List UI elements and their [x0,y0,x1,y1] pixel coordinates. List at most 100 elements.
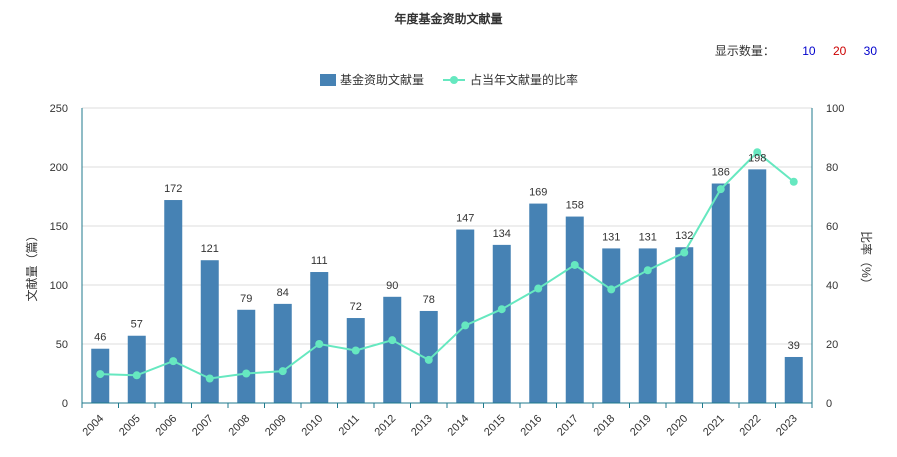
ratio-line [100,150,795,380]
ratio-point-2017[interactable] [570,260,579,269]
x-tick-label-2010: 2010 [300,413,326,439]
bar-2007[interactable] [200,260,219,403]
bar-2015[interactable] [492,244,511,403]
count-option-10[interactable]: 10 [802,44,816,58]
y2-tick-label: 20 [826,339,838,351]
ratio-point-2011[interactable] [351,346,360,355]
data-label-2005: 57 [131,319,143,331]
bar-2019[interactable] [638,248,657,403]
data-label-2006: 172 [164,183,182,195]
x-tick-label-2018: 2018 [592,413,618,439]
y2-tick-label: 80 [826,162,838,174]
bar-2018[interactable] [602,248,621,403]
x-tick-label-2007: 2007 [190,413,216,439]
data-label-2008: 79 [240,293,252,305]
ratio-point-2023[interactable] [789,177,798,186]
data-label-2022: 198 [748,152,766,164]
count-selector-label: 显示数量： [714,44,775,58]
y-tick-label: 150 [50,221,68,233]
data-label-2017: 158 [566,200,584,212]
count-selector: 显示数量： 10 20 30 [715,42,877,59]
ratio-point-2021[interactable] [716,185,725,194]
x-tick-label-2014: 2014 [446,413,472,439]
ratio-point-2004[interactable] [96,370,105,379]
y2-axis-title: 比率（%） [859,231,874,290]
data-label-2018: 131 [602,231,620,243]
bar-2010[interactable] [310,272,329,403]
bar-2021[interactable] [711,183,730,403]
ratio-point-2016[interactable] [534,284,543,293]
data-label-2004: 46 [94,332,106,344]
ratio-point-2020[interactable] [680,248,689,257]
ratio-point-2022[interactable] [753,148,762,157]
x-tick-label-2021: 2021 [701,413,727,439]
legend: 基金资助文献量 占当年文献量的比率 [320,72,578,87]
ratio-point-2015[interactable] [497,305,506,314]
bar-2023[interactable] [784,356,803,403]
data-label-2014: 147 [456,213,474,225]
y2-tick-label: 40 [826,280,838,292]
bar-2011[interactable] [346,318,365,403]
bar-2008[interactable] [237,309,256,403]
y2-tick-label: 0 [826,398,832,410]
bar-2017[interactable] [565,216,584,403]
labels: 46 57 172 121 79 84 111 72 90 78 147 134 169 158 131 13… [94,152,800,352]
x-tick-label-2016: 2016 [519,413,545,439]
x-tick-label-2006: 2006 [154,413,180,439]
y-tick-label: 50 [56,339,68,351]
grid [82,107,812,345]
ratio-point-2010[interactable] [315,340,324,348]
legend-line-marker [450,76,458,84]
count-option-30[interactable]: 30 [863,44,877,58]
bar-2016[interactable] [529,203,548,403]
legend-bar-swatch [320,74,336,86]
bar-2020[interactable] [675,247,694,403]
x-tick-label-2023: 2023 [774,413,800,439]
data-label-2019: 131 [639,231,657,243]
x-tick-label-2011: 2011 [337,413,362,438]
y-tick-label: 250 [50,103,68,115]
bar-2005[interactable] [127,335,146,403]
ratio-point-2019[interactable] [643,266,652,275]
ratio-point-2014[interactable] [461,321,470,330]
ratio-point-2009[interactable] [278,367,287,376]
data-label-2016: 169 [529,187,547,199]
data-label-2012: 90 [386,280,398,292]
count-option-20[interactable]: 20 [832,44,847,58]
x-tick-label-2013: 2013 [409,413,435,439]
line-series [96,148,798,383]
ratio-point-2008[interactable] [242,369,251,378]
bar-2012[interactable] [383,296,402,403]
x-tick-label-2008: 2008 [227,413,253,439]
ratio-point-2012[interactable] [388,336,397,345]
ratio-point-2006[interactable] [169,357,178,366]
ratio-point-2005[interactable] [132,371,141,380]
data-label-2023: 39 [788,340,800,352]
legend-line-label: 占当年文献量的比率 [470,72,578,87]
x-tick-label-2012: 2012 [373,413,399,439]
legend-item-line[interactable]: 占当年文献量的比率 [443,72,578,87]
bar-2006[interactable] [164,200,183,403]
ratio-point-2007[interactable] [205,374,214,383]
bar-2022[interactable] [748,169,767,403]
bar-2014[interactable] [456,229,475,403]
chart-title: 年度基金资助文献量 [394,12,503,26]
data-label-2009: 84 [277,287,289,299]
data-label-2013: 78 [423,294,435,306]
ratio-point-2013[interactable] [424,355,433,364]
axes: 0 50 100 150 200 250 0 20 40 60 80 100 文献量（篇） 比率（%） 20… [24,103,874,438]
x-tick-label-2022: 2022 [738,413,764,439]
bar-2009[interactable] [273,303,292,403]
x-tick-label-2009: 2009 [263,413,289,439]
data-label-2020: 132 [675,230,693,242]
ratio-point-2018[interactable] [607,285,616,294]
data-label-2007: 121 [201,243,219,255]
x-tick-label-2004: 2004 [81,413,107,439]
y-tick-label: 100 [50,280,68,292]
y-axis-title: 文献量（篇） [24,229,39,301]
legend-bar-label: 基金资助文献量 [340,72,424,87]
data-label-2015: 134 [493,228,511,240]
legend-item-bar[interactable]: 基金资助文献量 [320,72,424,87]
data-label-2011: 72 [350,301,362,313]
